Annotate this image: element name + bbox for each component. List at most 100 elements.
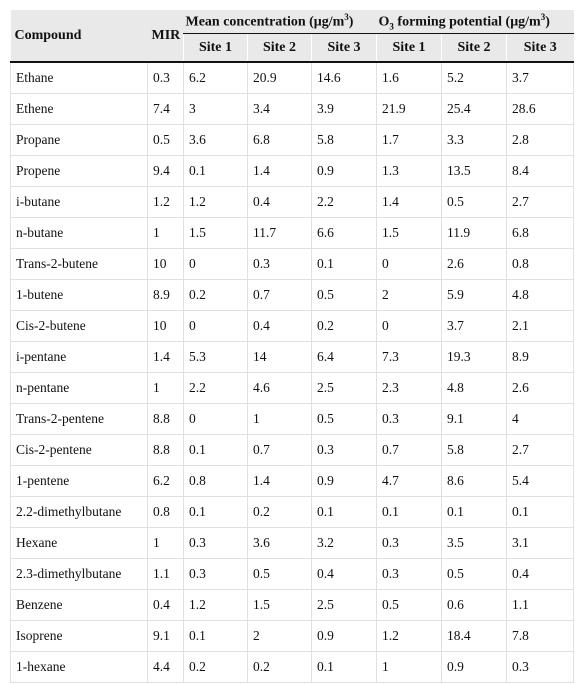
site-header: Site 3 <box>506 33 574 63</box>
value-cell: 0.1 <box>183 155 248 187</box>
compound-cell: 1-hexane <box>10 651 148 683</box>
value-cell: 3.9 <box>311 93 378 125</box>
value-cell: 9.4 <box>147 155 184 187</box>
site-header: Site 2 <box>441 33 507 63</box>
value-cell: 0.3 <box>506 651 575 683</box>
header-text: O <box>378 14 390 30</box>
value-cell: 0.3 <box>183 558 248 590</box>
value-cell: 10 <box>147 310 184 342</box>
compound-cell: Ethene <box>10 93 148 125</box>
value-cell: 0 <box>376 310 443 342</box>
value-cell: 1.2 <box>147 186 184 218</box>
value-cell: 4.8 <box>441 372 508 404</box>
value-cell: 1.2 <box>376 620 443 652</box>
value-cell: 7.3 <box>376 341 443 373</box>
header-text: Mean concentration (μg/m <box>185 14 345 30</box>
value-cell: 2 <box>247 620 312 652</box>
value-cell: 10 <box>147 248 184 280</box>
table-row: i-butane 1.2 1.2 0.4 2.2 1.4 0.5 2.7 <box>10 186 575 218</box>
value-cell: 0.8 <box>506 248 575 280</box>
table-row: n-butane 1 1.5 11.7 6.6 1.5 11.9 6.8 <box>10 217 575 249</box>
value-cell: 1 <box>147 527 184 559</box>
table-body: Ethane 0.3 6.2 20.9 14.6 1.6 5.2 3.7 Ethene 7.4 3 3… <box>10 62 575 683</box>
value-cell: 1.1 <box>147 558 184 590</box>
header-text: ) <box>545 14 550 30</box>
value-cell: 4.7 <box>376 465 443 497</box>
value-cell: 0 <box>183 403 248 435</box>
value-cell: 2.7 <box>506 186 575 218</box>
compound-cell: i-butane <box>10 186 148 218</box>
value-cell: 2.6 <box>441 248 508 280</box>
value-cell: 1 <box>147 217 184 249</box>
value-cell: 2.6 <box>506 372 575 404</box>
compound-cell: Ethane <box>10 62 148 94</box>
value-cell: 7.8 <box>506 620 575 652</box>
value-cell: 6.6 <box>311 217 378 249</box>
value-cell: 0.5 <box>441 186 508 218</box>
value-cell: 1.4 <box>247 465 312 497</box>
value-cell: 5.3 <box>183 341 248 373</box>
table-row: Isoprene 9.1 0.1 2 0.9 1.2 18.4 7.8 <box>10 620 575 652</box>
value-cell: 0.9 <box>311 465 378 497</box>
table-row: Ethene 7.4 3 3.4 3.9 21.9 25.4 28.6 <box>10 93 575 125</box>
value-cell: 0.5 <box>311 403 378 435</box>
compound-cell: Trans-2-pentene <box>10 403 148 435</box>
value-cell: 11.7 <box>247 217 312 249</box>
value-cell: 28.6 <box>506 93 575 125</box>
value-cell: 2.2 <box>183 372 248 404</box>
value-cell: 0.5 <box>311 279 378 311</box>
site-header: Site 1 <box>376 33 442 63</box>
value-cell: 1.2 <box>183 589 248 621</box>
value-cell: 0.2 <box>247 651 312 683</box>
table-row: i-pentane 1.4 5.3 14 6.4 7.3 19.3 8.9 <box>10 341 575 373</box>
value-cell: 2.2 <box>311 186 378 218</box>
data-table: Compound MIR Mean concentration (μg/m3) … <box>10 10 575 683</box>
value-cell: 5.8 <box>311 124 378 156</box>
value-cell: 2.1 <box>506 310 575 342</box>
value-cell: 9.1 <box>147 620 184 652</box>
value-cell: 3.3 <box>441 124 508 156</box>
value-cell: 0.3 <box>376 527 443 559</box>
value-cell: 14.6 <box>311 62 378 94</box>
value-cell: 0.1 <box>311 248 378 280</box>
value-cell: 1.3 <box>376 155 443 187</box>
value-cell: 0.4 <box>247 310 312 342</box>
value-cell: 0.2 <box>183 651 248 683</box>
value-cell: 1 <box>376 651 443 683</box>
value-cell: 1.2 <box>183 186 248 218</box>
value-cell: 0 <box>376 248 443 280</box>
value-cell: 25.4 <box>441 93 508 125</box>
group-header: O3 forming potential (μg/m3) <box>376 10 574 34</box>
table-row: 1-butene 8.9 0.2 0.7 0.5 2 5.9 4.8 <box>10 279 575 311</box>
value-cell: 4.6 <box>247 372 312 404</box>
header-text: forming potential (μg/m <box>393 14 541 30</box>
compound-cell: 1-butene <box>10 279 148 311</box>
subscript: 3 <box>389 21 394 32</box>
table-row: 1-pentene 6.2 0.8 1.4 0.9 4.7 8.6 5.4 <box>10 465 575 497</box>
table-row: 2.2-dimethylbutane 0.8 0.1 0.2 0.1 0.1 0.1 0.1 <box>10 496 575 528</box>
value-cell: 0.5 <box>247 558 312 590</box>
value-cell: 0.1 <box>376 496 443 528</box>
value-cell: 0.3 <box>311 434 378 466</box>
value-cell: 0.3 <box>147 62 184 94</box>
header-cell: MIR <box>147 10 184 63</box>
site-header: Site 2 <box>247 33 312 63</box>
value-cell: 18.4 <box>441 620 508 652</box>
value-cell: 0 <box>183 248 248 280</box>
compound-cell: Isoprene <box>10 620 148 652</box>
value-cell: 0.4 <box>247 186 312 218</box>
value-cell: 3 <box>183 93 248 125</box>
value-cell: 6.2 <box>147 465 184 497</box>
value-cell: 6.2 <box>183 62 248 94</box>
compound-cell: i-pentane <box>10 341 148 373</box>
value-cell: 14 <box>247 341 312 373</box>
value-cell: 5.2 <box>441 62 508 94</box>
table-row: Propane 0.5 3.6 6.8 5.8 1.7 3.3 2.8 <box>10 124 575 156</box>
compound-cell: Propane <box>10 124 148 156</box>
value-cell: 0.4 <box>147 589 184 621</box>
value-cell: 0.1 <box>183 434 248 466</box>
value-cell: 5.9 <box>441 279 508 311</box>
value-cell: 21.9 <box>376 93 443 125</box>
value-cell: 0.1 <box>183 496 248 528</box>
